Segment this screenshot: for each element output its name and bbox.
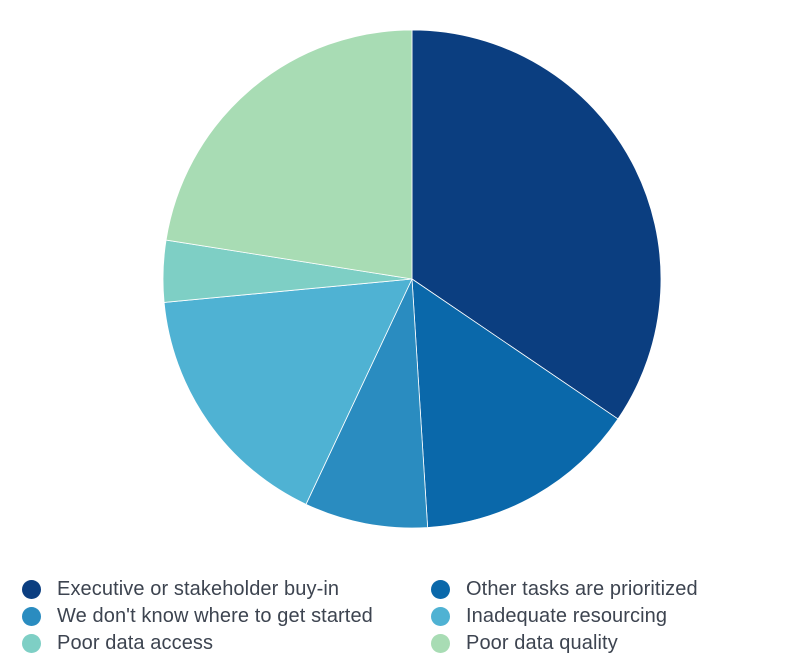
legend-label: Poor data quality xyxy=(466,631,618,654)
legend-swatch xyxy=(22,579,41,599)
legend-swatch xyxy=(22,633,41,653)
legend-swatch xyxy=(431,606,450,626)
legend-item[interactable]: We don't know where to get started xyxy=(22,603,431,629)
legend-label: We don't know where to get started xyxy=(57,604,373,627)
pie-chart xyxy=(162,29,662,529)
legend-swatch xyxy=(431,633,450,653)
legend-item[interactable]: Poor data access xyxy=(22,630,431,656)
legend-label: Executive or stakeholder buy-in xyxy=(57,577,340,600)
legend-swatch xyxy=(431,579,450,599)
legend-label: Other tasks are prioritized xyxy=(466,577,698,600)
legend-item[interactable]: Inadequate resourcing xyxy=(431,603,781,629)
pie-slice-2[interactable] xyxy=(411,278,619,528)
pie-slice-4[interactable] xyxy=(163,278,413,505)
pie-slice-6[interactable] xyxy=(165,29,413,280)
legend-label: Inadequate resourcing xyxy=(466,604,668,627)
pie-slice-1[interactable] xyxy=(411,29,662,420)
legend-item[interactable]: Poor data quality xyxy=(431,630,781,656)
legend-swatch xyxy=(22,606,41,626)
legend-label: Poor data access xyxy=(57,631,214,654)
legend-item[interactable]: Other tasks are prioritized xyxy=(431,576,781,602)
chart-legend: Executive or stakeholder buy-in Other tas… xyxy=(22,576,782,656)
legend-item[interactable]: Executive or stakeholder buy-in xyxy=(22,576,431,602)
pie-slice-3[interactable] xyxy=(305,278,429,529)
